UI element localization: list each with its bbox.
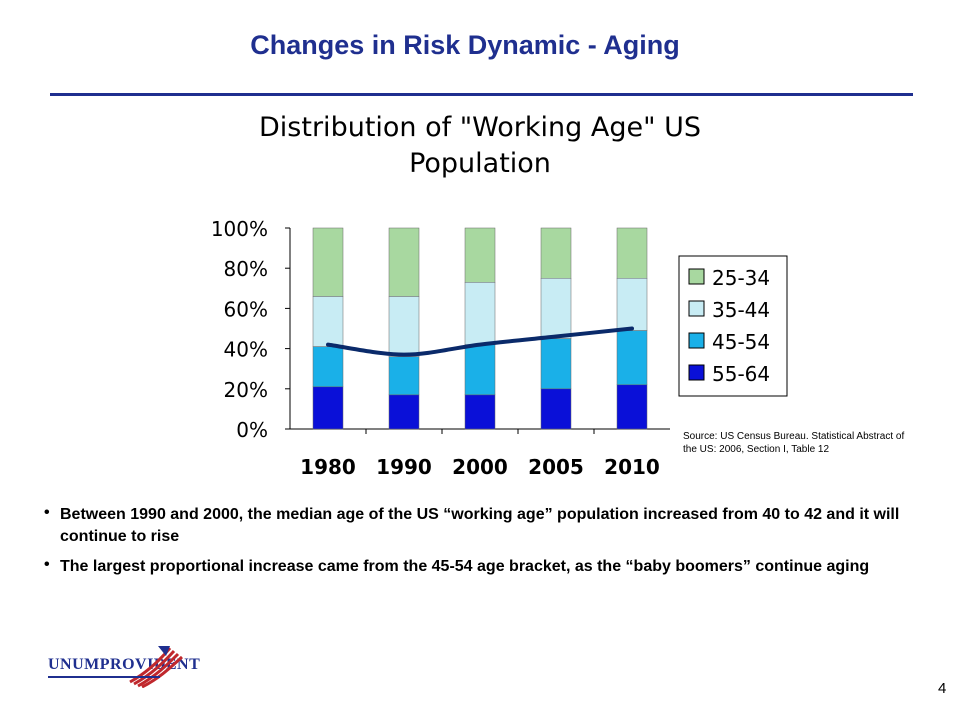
bullet-item: • The largest proportional increase came… — [44, 556, 904, 578]
x-tick-label: 2010 — [604, 455, 660, 479]
chart-title: Distribution of "Working Age" US Populat… — [259, 112, 701, 179]
legend-swatch-25-34 — [688, 268, 705, 285]
y-tick-label: 80% — [224, 257, 268, 281]
bar-segment-45-54 — [540, 338, 572, 390]
bullet-dot: • — [44, 556, 50, 573]
bar-segment-35-44 — [388, 296, 420, 357]
legend-swatch-55-64 — [688, 364, 705, 381]
bar-segment-35-44 — [540, 278, 572, 339]
bar-segment-45-54 — [312, 346, 344, 388]
legend-swatch-45-54 — [688, 332, 705, 349]
y-tick-label: 20% — [224, 378, 268, 402]
bar-segment-25-34 — [540, 227, 572, 279]
x-tick-label: 2000 — [452, 455, 508, 479]
y-tick-label: 100% — [211, 217, 268, 241]
bar-segment-45-54 — [616, 330, 648, 386]
y-tick-label: 0% — [236, 418, 268, 442]
legend-label-55-64: 55-64 — [712, 362, 770, 386]
bar-segment-25-34 — [616, 227, 648, 279]
bar-segment-25-34 — [312, 227, 344, 297]
bullet-dot: • — [44, 504, 50, 521]
legend-label-25-34: 25-34 — [712, 266, 770, 290]
bar-segment-55-64 — [616, 384, 648, 430]
bullet-item: • Between 1990 and 2000, the median age … — [44, 504, 904, 548]
bar-segment-55-64 — [312, 386, 344, 430]
bar-segment-35-44 — [312, 296, 344, 347]
bar-segment-35-44 — [464, 282, 496, 345]
bar-segment-35-44 — [616, 278, 648, 331]
bar-segment-55-64 — [540, 388, 572, 430]
x-tick-label: 1980 — [300, 455, 356, 479]
bar-segment-25-34 — [388, 227, 420, 297]
y-tick-label: 60% — [224, 297, 268, 321]
title-divider — [50, 93, 913, 96]
y-tick-label: 40% — [224, 338, 268, 362]
bar-segment-45-54 — [388, 356, 420, 396]
legend-label-35-44: 35-44 — [712, 298, 770, 322]
bullet-text: The largest proportional increase came f… — [60, 558, 870, 575]
legend-label-45-54: 45-54 — [712, 330, 770, 354]
median-age-line — [326, 326, 634, 357]
source-note: Source: US Census Bureau. Statistical Ab… — [683, 431, 905, 455]
bar-segment-45-54 — [464, 344, 496, 396]
bullet-list: • Between 1990 and 2000, the median age … — [44, 504, 904, 586]
x-tick-label: 2005 — [528, 455, 584, 479]
bar-segment-55-64 — [464, 394, 496, 430]
x-tick-label: 1990 — [376, 455, 432, 479]
bar-segment-25-34 — [464, 227, 496, 283]
bar-segment-55-64 — [388, 394, 420, 430]
bullet-text: Between 1990 and 2000, the median age of… — [60, 506, 900, 545]
page-number: 4 — [938, 680, 947, 697]
slide-title: Changes in Risk Dynamic - Aging — [250, 30, 680, 60]
legend-swatch-35-44 — [688, 300, 705, 317]
flag-emblem — [48, 646, 184, 688]
